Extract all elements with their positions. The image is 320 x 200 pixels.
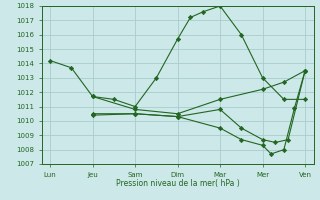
X-axis label: Pression niveau de la mer( hPa ): Pression niveau de la mer( hPa ) bbox=[116, 179, 239, 188]
